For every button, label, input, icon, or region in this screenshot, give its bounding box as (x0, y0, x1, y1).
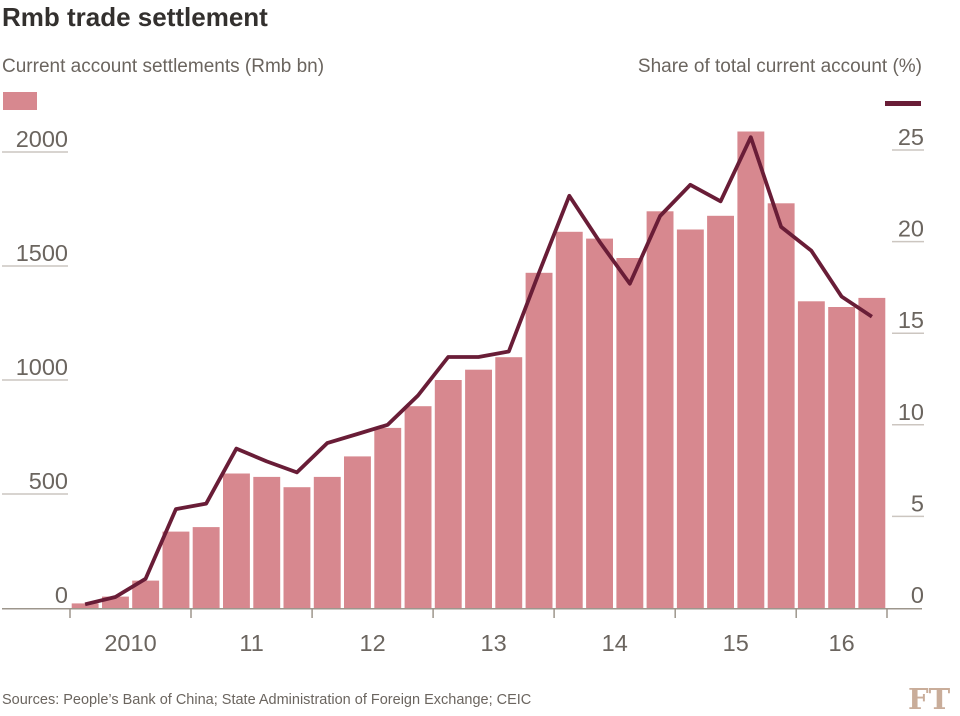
bar-2013-q4 (525, 272, 553, 608)
x-axis-label-12: 12 (360, 630, 386, 656)
right-axis-title: Share of total current account (%) (637, 56, 922, 77)
left-tick-label: 1500 (16, 240, 68, 266)
left-axis-title: Current account settlements (Rmb bn) (2, 56, 325, 77)
bar-2013-q3 (495, 357, 523, 608)
x-axis-label-11: 11 (239, 630, 263, 656)
bar-2016-q2 (828, 307, 856, 608)
left-tick-label: 2000 (16, 126, 68, 152)
x-axis-label-2010: 2010 (104, 630, 156, 656)
bar-2011-q4 (283, 487, 311, 608)
left-axis-ticks: 0 500 1000 1500 2000 (2, 126, 68, 608)
bar-2015-q1 (676, 229, 704, 608)
right-tick-label: 15 (898, 307, 924, 333)
bar-2012-q2 (344, 456, 371, 608)
bar-2011-q3 (253, 476, 281, 608)
bar-2013-q2 (465, 369, 492, 608)
bar-2012-q1 (313, 476, 341, 608)
bar-2015-q2 (707, 215, 734, 609)
left-tick-label: 500 (29, 468, 68, 494)
line-series-swatch (885, 101, 921, 106)
right-tick-label: 10 (898, 399, 924, 425)
left-tick-label: 1000 (16, 354, 68, 380)
x-axis-label-14: 14 (602, 630, 628, 656)
bar-2014-q1 (555, 231, 583, 609)
right-axis-ticks: 0 5 10 15 20 25 (892, 124, 924, 608)
right-tick-label: 25 (898, 124, 924, 150)
bar-2014-q3 (616, 258, 644, 608)
bar-2016-q3 (858, 297, 886, 608)
bar-2011-q2 (223, 473, 250, 608)
source-note: Sources: People’s Bank of China; State A… (2, 692, 532, 708)
left-tick-label: 0 (55, 582, 68, 608)
bar-2012-q3 (374, 427, 402, 608)
bar-2012-q4 (404, 406, 432, 608)
line-series (84, 135, 873, 607)
bar-2015-q4 (767, 203, 795, 609)
bar-2010-q4 (162, 531, 190, 608)
bar-2016-q1 (797, 301, 825, 608)
bar-2014-q2 (586, 238, 613, 608)
x-axis-label-16: 16 (829, 630, 855, 656)
bar-series (71, 131, 886, 609)
ft-logo: FT (908, 682, 951, 716)
x-axis-label-13: 13 (481, 630, 507, 656)
bar-2010-q1 (71, 603, 99, 608)
right-tick-label: 20 (898, 216, 924, 242)
x-axis-label-15: 15 (723, 630, 749, 656)
bar-series-swatch (3, 92, 37, 110)
bar-2010-q2 (102, 596, 129, 608)
bar-2015-q3 (737, 131, 765, 608)
x-axis-ticks: 2010 11 12 13 14 15 16 (69, 609, 888, 656)
chart-title: Rmb trade settlement (2, 2, 268, 32)
bar-2014-q4 (646, 211, 674, 609)
right-tick-label: 0 (911, 582, 924, 608)
bar-2011-q1 (192, 527, 220, 608)
bar-2013-q1 (434, 380, 462, 608)
right-tick-label: 5 (911, 490, 924, 516)
